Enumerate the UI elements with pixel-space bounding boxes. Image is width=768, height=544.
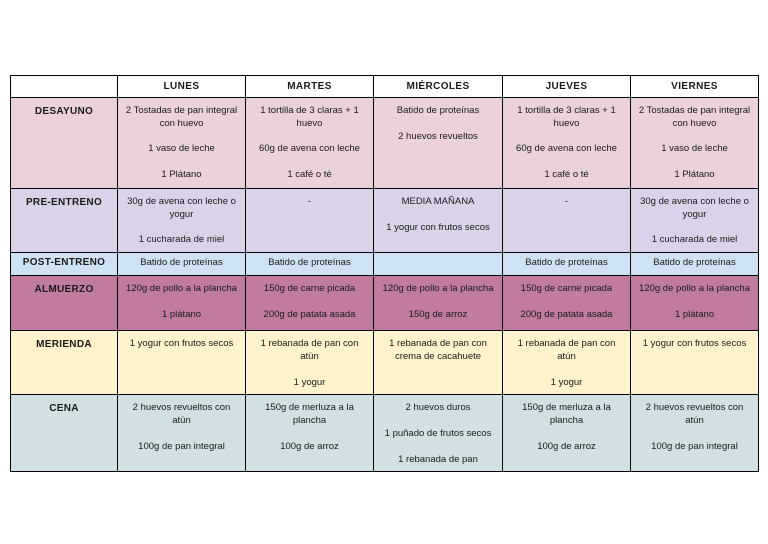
cell-post-entreno-jueves: Batido de proteínas: [502, 252, 631, 277]
cell-cena-viernes: 2 huevos revueltos con atún 100g de pan …: [630, 394, 759, 473]
cell-cena-martes: 150g de merluza a la plancha 100g de arr…: [245, 394, 374, 473]
cell-merienda-jueves: 1 rebanada de pan con atún 1 yogur: [502, 330, 631, 396]
row-label-post-entreno: POST-ENTRENO: [10, 252, 118, 277]
cell-post-entreno-viernes: Batido de proteínas: [630, 252, 759, 277]
cell-post-entreno-lunes: Batido de proteínas: [117, 252, 246, 277]
day-header-martes: MARTES: [245, 75, 374, 98]
row-pre-entreno: PRE-ENTRENO 30g de avena con leche o yog…: [10, 187, 759, 254]
row-post-entreno: POST-ENTRENO Batido de proteínas Batido …: [10, 252, 759, 277]
cell-pre-entreno-jueves: -: [502, 187, 631, 254]
corner-cell: [10, 75, 118, 98]
cell-almuerzo-viernes: 120g de pollo a la plancha 1 plátano: [630, 275, 759, 332]
cell-pre-entreno-lunes: 30g de avena con leche o yogur 1 cuchara…: [117, 187, 246, 254]
cell-post-entreno-martes: Batido de proteínas: [245, 252, 374, 277]
cell-merienda-miercoles: 1 rebanada de pan con crema de cacahuete: [373, 330, 503, 396]
day-header-miercoles: MIÉRCOLES: [373, 75, 503, 98]
cell-desayuno-miercoles: Batido de proteínas 2 huevos revueltos: [373, 97, 503, 189]
cell-almuerzo-jueves: 150g de carne picada 200g de patata asad…: [502, 275, 631, 332]
cell-pre-entreno-miercoles: MEDIA MAÑANA 1 yogur con frutos secos: [373, 187, 503, 254]
row-label-pre-entreno: PRE-ENTRENO: [10, 187, 118, 254]
row-merienda: MERIENDA 1 yogur con frutos secos 1 reba…: [10, 330, 759, 396]
cell-almuerzo-miercoles: 120g de pollo a la plancha 150g de arroz: [373, 275, 503, 332]
day-header-jueves: JUEVES: [502, 75, 631, 98]
cell-merienda-martes: 1 rebanada de pan con atún 1 yogur: [245, 330, 374, 396]
row-desayuno: DESAYUNO 2 Tostadas de pan integral con …: [10, 97, 759, 189]
cell-desayuno-jueves: 1 tortilla de 3 claras + 1 huevo 60g de …: [502, 97, 631, 189]
cell-merienda-lunes: 1 yogur con frutos secos: [117, 330, 246, 396]
row-almuerzo: ALMUERZO 120g de pollo a la plancha 1 pl…: [10, 275, 759, 332]
day-header-viernes: VIERNES: [630, 75, 759, 98]
row-label-merienda: MERIENDA: [10, 330, 118, 396]
cell-cena-lunes: 2 huevos revueltos con atún 100g de pan …: [117, 394, 246, 473]
cell-cena-miercoles: 2 huevos duros 1 puñado de frutos secos …: [373, 394, 503, 473]
cell-post-entreno-miercoles: [373, 252, 503, 277]
cell-merienda-viernes: 1 yogur con frutos secos: [630, 330, 759, 396]
cell-pre-entreno-viernes: 30g de avena con leche o yogur 1 cuchara…: [630, 187, 759, 254]
cell-cena-jueves: 150g de merluza a la plancha 100g de arr…: [502, 394, 631, 473]
cell-desayuno-martes: 1 tortilla de 3 claras + 1 huevo 60g de …: [245, 97, 374, 189]
cell-desayuno-lunes: 2 Tostadas de pan integral con huevo 1 v…: [117, 97, 246, 189]
cell-almuerzo-lunes: 120g de pollo a la plancha 1 plátano: [117, 275, 246, 332]
cell-pre-entreno-martes: -: [245, 187, 374, 254]
row-cena: CENA 2 huevos revueltos con atún 100g de…: [10, 394, 759, 473]
row-label-cena: CENA: [10, 394, 118, 473]
row-label-desayuno: DESAYUNO: [10, 97, 118, 189]
cell-desayuno-viernes: 2 Tostadas de pan integral con huevo 1 v…: [630, 97, 759, 189]
meal-plan-table: LUNES MARTES MIÉRCOLES JUEVES VIERNES DE…: [10, 75, 759, 473]
day-header-lunes: LUNES: [117, 75, 246, 98]
row-label-almuerzo: ALMUERZO: [10, 275, 118, 332]
header-row: LUNES MARTES MIÉRCOLES JUEVES VIERNES: [10, 75, 759, 98]
cell-almuerzo-martes: 150g de carne picada 200g de patata asad…: [245, 275, 374, 332]
